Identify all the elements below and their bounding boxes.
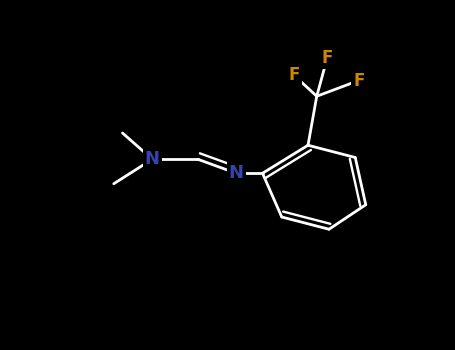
Text: F: F: [288, 66, 300, 84]
Text: N: N: [145, 150, 160, 168]
Text: F: F: [353, 71, 364, 90]
Text: F: F: [322, 49, 333, 67]
Text: N: N: [229, 164, 244, 182]
